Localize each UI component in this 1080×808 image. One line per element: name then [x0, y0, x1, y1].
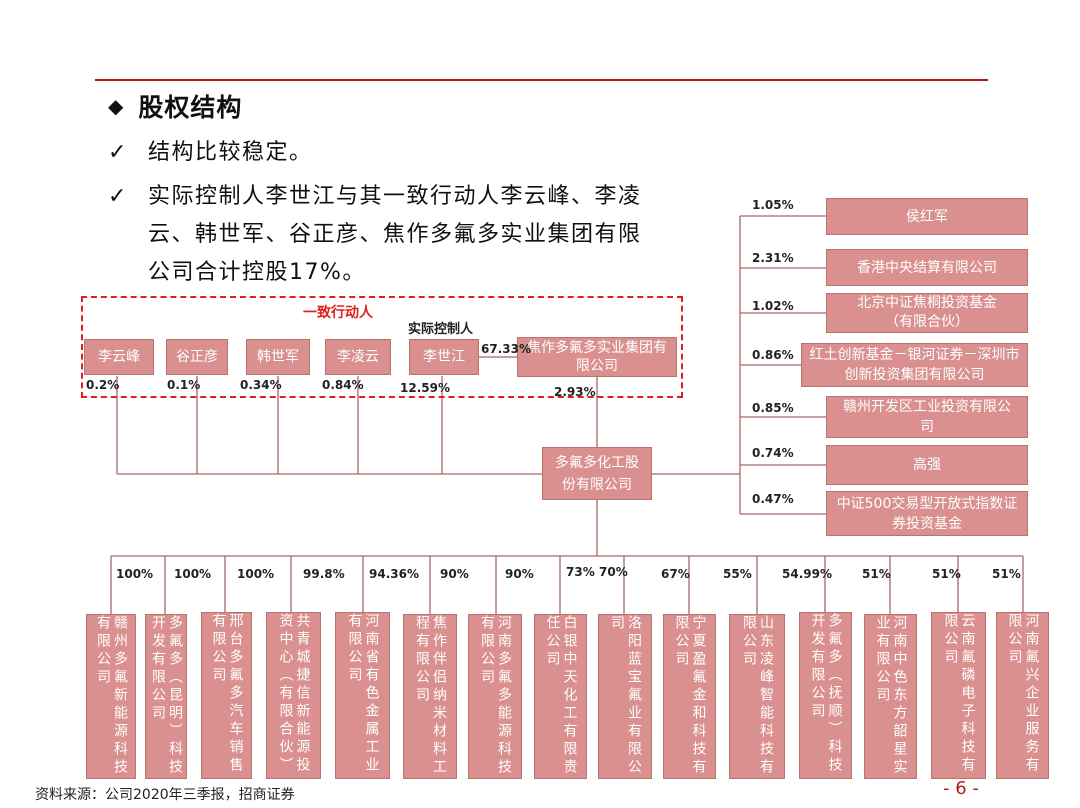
person-pct: 0.34% — [240, 378, 282, 392]
person-pct: 12.59% — [400, 381, 450, 395]
subsidiary-name: 云南氟磷电子科技有限公司 — [942, 613, 976, 775]
person-box: 韩世军 — [246, 339, 310, 375]
shareholder-pct: 1.02% — [752, 299, 794, 313]
subsidiary-box: 焦作伴侣纳米材料工程有限公司 — [403, 614, 457, 779]
subsidiary-box: 山东凌峰智能科技有限公司 — [729, 614, 785, 779]
page-number: - 6 - — [943, 778, 979, 799]
subsidiary-name: 赣州多氟新能源科技有限公司 — [95, 615, 128, 777]
person-pct: 0.1% — [167, 378, 201, 392]
subsidiary-name: 共青城捷信新能源投资中心（有限合伙） — [277, 613, 311, 775]
source-note: 资料来源：公司2020年三季报，招商证券 — [35, 787, 295, 803]
shareholder-box: 侯红军 — [826, 198, 1028, 235]
shareholder-box: 香港中央结算有限公司 — [826, 249, 1028, 286]
subsidiary-pct: 90% — [505, 567, 534, 581]
subsidiary-box: 河南省有色金属工业有限公司 — [335, 612, 390, 779]
bullet-1-text: 结构比较稳定。 — [148, 140, 313, 165]
subsidiary-name: 宁夏盈氟金和科技有限公司 — [673, 615, 707, 777]
subsidiary-name: 多氟多（抚顺）科技开发有限公司 — [809, 613, 843, 775]
person-box: 李云峰 — [84, 339, 154, 375]
person-box: 谷正彦 — [166, 339, 228, 375]
subsidiary-pct: 67% — [661, 567, 690, 581]
top-rule — [95, 79, 988, 81]
section-title: 股权结构 — [138, 93, 243, 122]
subsidiary-box: 邢台多氟多汽车销售有限公司 — [201, 612, 252, 779]
subsidiary-box: 多氟多（抚顺）科技开发有限公司 — [799, 612, 852, 779]
center-company-box: 多氟多化工股份有限公司 — [542, 447, 652, 500]
subsidiary-pct: 51% — [992, 567, 1021, 581]
subsidiary-name: 河南中色东方韶星实业有限公司 — [874, 615, 908, 777]
subsidiary-pct: 94.36% — [369, 567, 419, 581]
concert-group-frame — [81, 296, 683, 398]
subsidiary-pct: 100% — [174, 567, 212, 581]
concert-group-label: 一致行动人 — [303, 305, 373, 321]
shareholder-box: 赣州开发区工业投资有限公司 — [826, 396, 1028, 438]
person-box: 李世江 — [409, 339, 479, 375]
subsidiary-name: 河南多氟多能源科技有限公司 — [479, 615, 512, 777]
shareholder-box: 中证500交易型开放式指数证券投资基金 — [826, 491, 1028, 536]
subsidiary-name: 邢台多氟多汽车销售有限公司 — [210, 613, 244, 775]
shareholder-pct: 0.86% — [752, 348, 794, 362]
subsidiary-box: 赣州多氟新能源科技有限公司 — [86, 614, 136, 779]
shareholder-pct: 2.31% — [752, 251, 794, 265]
subsidiary-pct: 100% — [237, 567, 275, 581]
subsidiary-box: 河南多氟多能源科技有限公司 — [468, 614, 522, 779]
subsidiary-pct: 73% — [566, 565, 595, 579]
subsidiary-box: 白银中天化工有限责任公司 — [534, 614, 587, 779]
subsidiary-box: 洛阳蓝宝氟业有限公司 — [598, 614, 652, 779]
group-company-own-pct: 67.33% — [481, 342, 531, 356]
subsidiary-name: 洛阳蓝宝氟业有限公司 — [609, 615, 642, 777]
subsidiary-pct: 51% — [862, 567, 891, 581]
subsidiary-box: 多氟多（昆明）科技开发有限公司 — [145, 614, 187, 779]
subsidiary-name: 多氟多（昆明）科技开发有限公司 — [150, 615, 183, 777]
shareholder-pct: 0.74% — [752, 446, 794, 460]
subsidiary-box: 宁夏盈氟金和科技有限公司 — [663, 614, 716, 779]
bullet-2-line-1: 实际控制人李世江与其一致行动人李云峰、李凌 — [148, 184, 642, 209]
subsidiary-box: 共青城捷信新能源投资中心（有限合伙） — [266, 612, 321, 779]
bullet-2-line-3: 公司合计控股17%。 — [148, 260, 366, 285]
person-pct: 0.84% — [322, 378, 364, 392]
group-company-box: 焦作多氟多实业集团有限公司 — [517, 337, 677, 377]
group-company-stake-pct: 2.93% — [554, 385, 596, 399]
person-box: 李凌云 — [325, 339, 391, 375]
diamond-bullet-icon: ◆ — [108, 94, 125, 118]
subsidiary-box: 云南氟磷电子科技有限公司 — [931, 612, 986, 779]
controller-label: 实际控制人 — [408, 322, 474, 337]
bullet-2-line-2: 云、韩世军、谷正彦、焦作多氟多实业集团有限 — [148, 222, 642, 247]
shareholder-pct: 0.85% — [752, 401, 794, 415]
subsidiary-pct: 99.8% — [303, 567, 345, 581]
person-pct: 0.2% — [86, 378, 120, 392]
subsidiary-name: 焦作伴侣纳米材料工程有限公司 — [414, 615, 447, 777]
subsidiary-pct: 70% — [599, 565, 628, 579]
subsidiary-name: 河南省有色金属工业有限公司 — [346, 613, 380, 775]
subsidiary-pct: 51% — [932, 567, 961, 581]
check-icon: ✓ — [108, 184, 127, 209]
shareholder-box: 高强 — [826, 445, 1028, 485]
section-heading: ◆ 股权结构 — [108, 88, 242, 124]
check-icon: ✓ — [108, 140, 127, 165]
shareholder-pct: 1.05% — [752, 198, 794, 212]
subsidiary-pct: 100% — [116, 567, 154, 581]
shareholder-box: 北京中证焦桐投资基金（有限合伙） — [826, 293, 1028, 333]
subsidiary-pct: 54.99% — [782, 567, 832, 581]
shareholder-pct: 0.47% — [752, 492, 794, 506]
subsidiary-name: 白银中天化工有限责任公司 — [544, 615, 578, 777]
subsidiary-name: 山东凌峰智能科技有限公司 — [741, 615, 774, 777]
subsidiary-box: 河南中色东方韶星实业有限公司 — [864, 614, 917, 779]
subsidiary-pct: 90% — [440, 567, 469, 581]
shareholder-box: 红土创新基金－银河证券－深圳市创新投资集团有限公司 — [801, 343, 1028, 387]
subsidiary-box: 河南氟兴企业服务有限公司 — [996, 612, 1049, 779]
subsidiary-name: 河南氟兴企业服务有限公司 — [1006, 613, 1040, 775]
subsidiary-pct: 55% — [723, 567, 752, 581]
